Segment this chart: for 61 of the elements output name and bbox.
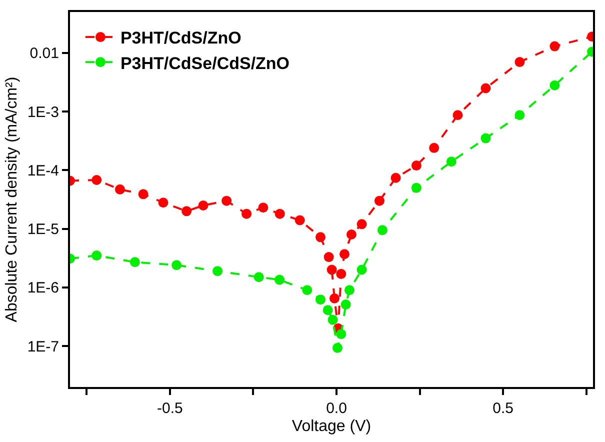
x-tick-label: 0.0 bbox=[326, 400, 347, 417]
y-tick-label: 1E-3 bbox=[27, 104, 59, 121]
point bbox=[316, 232, 326, 242]
y-tick-label: 1E-7 bbox=[27, 338, 59, 356]
point bbox=[254, 272, 264, 282]
point bbox=[390, 172, 401, 183]
point bbox=[130, 257, 140, 268]
point bbox=[182, 206, 192, 216]
point bbox=[411, 182, 422, 193]
point bbox=[514, 110, 525, 120]
point bbox=[92, 250, 102, 261]
point bbox=[480, 133, 491, 144]
point bbox=[274, 274, 285, 285]
y-tick-label: 0.01 bbox=[30, 45, 59, 62]
point bbox=[550, 41, 560, 52]
x-axis-title: Voltage (V) bbox=[292, 418, 372, 436]
point bbox=[328, 314, 338, 325]
legend-label: P3HT/CdSe/CdS/ZnO bbox=[120, 54, 290, 73]
point bbox=[294, 215, 305, 226]
point bbox=[346, 229, 356, 240]
point bbox=[336, 268, 346, 279]
point bbox=[326, 264, 337, 275]
point bbox=[480, 83, 491, 94]
point bbox=[322, 305, 333, 316]
point bbox=[92, 175, 102, 186]
point bbox=[429, 142, 440, 153]
point bbox=[411, 160, 422, 171]
point bbox=[340, 300, 351, 310]
y-axis-title: Absolute Current density (mA/cm²) bbox=[4, 76, 21, 322]
point bbox=[356, 264, 367, 275]
point bbox=[330, 293, 340, 304]
point bbox=[172, 260, 182, 270]
y-tick-label: 1E-6 bbox=[27, 280, 59, 297]
x-tick-label: 0.5 bbox=[492, 400, 514, 417]
point bbox=[356, 219, 367, 230]
point bbox=[138, 189, 148, 200]
point bbox=[114, 184, 125, 194]
point bbox=[336, 329, 346, 340]
point bbox=[339, 249, 350, 260]
point bbox=[374, 196, 384, 206]
point bbox=[198, 200, 208, 210]
point bbox=[344, 285, 354, 296]
point bbox=[332, 342, 342, 353]
point bbox=[274, 208, 285, 219]
y-tick-label: 1E-4 bbox=[27, 162, 59, 180]
point bbox=[302, 285, 312, 296]
point bbox=[377, 225, 388, 236]
point bbox=[316, 294, 326, 305]
point bbox=[514, 57, 525, 68]
point bbox=[222, 196, 232, 206]
point bbox=[242, 208, 252, 219]
point bbox=[446, 156, 456, 167]
point bbox=[212, 266, 223, 276]
point bbox=[158, 198, 168, 208]
point bbox=[550, 80, 560, 90]
point bbox=[258, 202, 268, 213]
y-tick-label: 1E-5 bbox=[27, 221, 59, 238]
x-tick-label: -0.5 bbox=[157, 400, 183, 417]
point bbox=[452, 110, 463, 120]
legend-label: P3HT/CdS/ZnO bbox=[120, 28, 242, 48]
point bbox=[324, 252, 334, 262]
